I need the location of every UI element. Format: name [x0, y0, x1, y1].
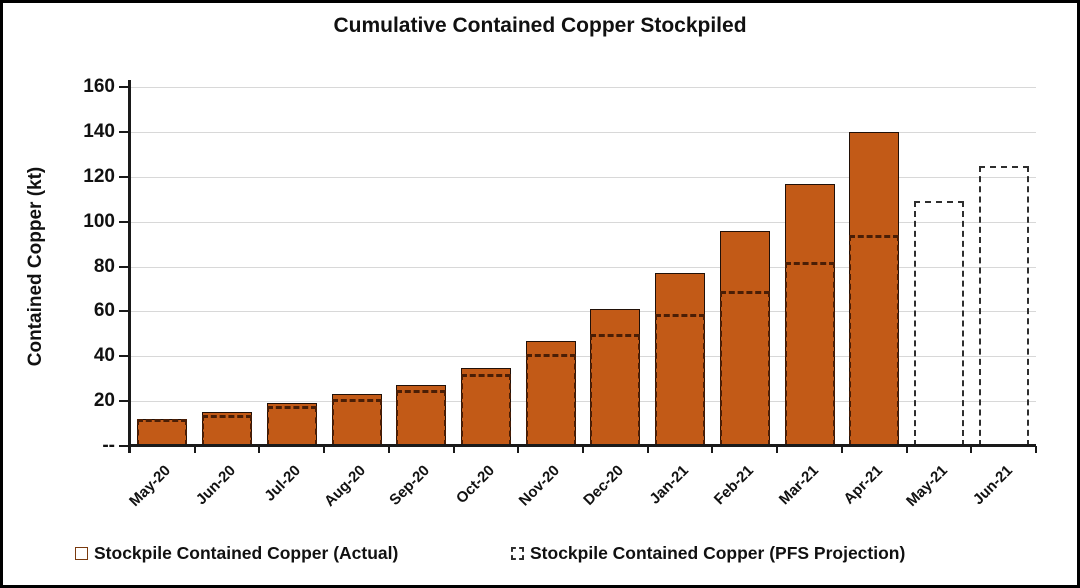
x-tick-mark [776, 446, 779, 453]
chart-title: Cumulative Contained Copper Stockpiled [333, 14, 747, 37]
y-tick-label: -- [102, 435, 115, 456]
x-tick-mark [323, 446, 326, 453]
bar-actual-may-20 [137, 419, 188, 446]
y-tick-label: 20 [93, 390, 115, 412]
bar-pfs-jun-21 [978, 165, 1029, 446]
y-axis-line [128, 80, 131, 453]
x-tick-mark [840, 446, 843, 453]
bar-pfs-jan-21 [655, 313, 706, 446]
gridline [130, 266, 1036, 268]
y-tick-label: 100 [83, 210, 115, 232]
y-tick-mark [119, 265, 130, 268]
bar-pfs-may-20 [137, 419, 188, 446]
bar-pfs-jun-20 [202, 414, 253, 446]
x-tick-mark [1035, 446, 1037, 453]
x-tick-mark [970, 446, 973, 453]
bar-actual-nov-20 [525, 340, 576, 446]
x-axis-labels: May-20 Jun-20 Jul-20 Aug-20 Sep-20 Oct-20 Nov-… [126, 454, 1036, 540]
x-tick-mark [193, 446, 196, 453]
legend-item-actual: Stockpile Contained Copper (Actual) [75, 543, 398, 564]
y-tick-mark [119, 310, 130, 313]
bar-pfs-apr-21 [849, 235, 900, 446]
y-tick-mark [119, 400, 130, 403]
bar-pfs-nov-20 [525, 354, 576, 446]
actual-swatch-icon [75, 547, 88, 560]
y-tick-mark [119, 175, 130, 178]
y-tick-mark [119, 130, 130, 133]
gridline [130, 401, 1036, 403]
gridline [130, 87, 1036, 88]
x-tick-mark [452, 446, 455, 453]
y-tick-mark [119, 86, 130, 88]
bar-pfs-jul-20 [266, 405, 317, 446]
y-tick-label: 120 [83, 165, 115, 187]
y-tick-label: 160 [83, 76, 115, 97]
y-tick-label: 60 [93, 300, 115, 322]
bar-pfs-feb-21 [719, 291, 770, 446]
x-tick-mark [517, 446, 520, 453]
bar-pfs-sep-20 [396, 389, 447, 446]
y-axis-tick-labels: -- 20 40 60 80 100 120 140 160 [3, 76, 115, 456]
bar-actual-jul-20 [266, 403, 317, 446]
legend-label-pfs-projection: Stockpile Contained Copper (PFS Projecti… [530, 543, 906, 563]
x-tick-mark [646, 446, 649, 453]
y-tick-label: 140 [83, 120, 115, 142]
x-tick-mark [711, 446, 714, 453]
y-tick-label: 80 [93, 255, 115, 277]
pfs-projection-swatch-icon [511, 547, 524, 560]
bar-actual-oct-20 [460, 367, 511, 446]
bar-pfs-dec-20 [590, 333, 641, 446]
bar-actual-apr-21 [849, 131, 900, 446]
bar-pfs-may-21 [913, 201, 964, 446]
x-tick-mark [387, 446, 390, 453]
gridline [130, 356, 1036, 358]
bar-pfs-mar-21 [784, 262, 835, 446]
y-tick-mark [119, 220, 130, 223]
x-tick-mark [905, 446, 908, 453]
legend: Stockpile Contained Copper (Actual) Stoc… [3, 543, 1077, 569]
x-axis-line [128, 444, 1036, 447]
x-tick-mark [582, 446, 584, 453]
plot-area [119, 80, 1037, 453]
gridline [130, 311, 1036, 313]
bar-pfs-oct-20 [460, 374, 511, 446]
y-tick-mark [119, 445, 130, 447]
gridline [130, 176, 1036, 178]
x-tick-mark [258, 446, 261, 453]
y-tick-mark [119, 355, 130, 358]
y-tick-label: 40 [93, 345, 115, 367]
bar-pfs-aug-20 [331, 398, 382, 446]
legend-label-actual: Stockpile Contained Copper (Actual) [94, 543, 399, 563]
gridline [130, 131, 1036, 133]
bar-actual-aug-20 [331, 394, 382, 446]
gridline [130, 221, 1036, 223]
legend-item-pfs-projection: Stockpile Contained Copper (PFS Projecti… [511, 543, 905, 564]
